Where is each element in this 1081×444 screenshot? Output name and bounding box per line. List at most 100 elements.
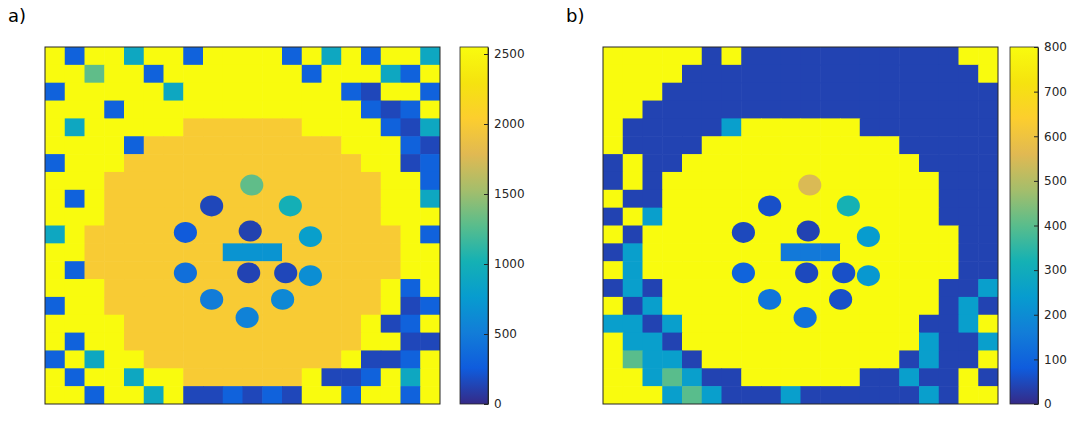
- heatmap-cell: [420, 154, 440, 172]
- tick-label: 1000: [494, 257, 525, 271]
- heatmap-cell: [722, 65, 742, 83]
- heatmap-cell: [381, 297, 401, 315]
- heatmap-cell: [781, 172, 801, 190]
- heatmap-cell: [899, 386, 919, 404]
- heatmap-cell: [840, 172, 860, 190]
- heatmap-cell: [939, 333, 959, 351]
- heatmap-cell: [381, 333, 401, 351]
- tick-mark: [484, 404, 488, 405]
- heatmap-cell: [361, 154, 381, 172]
- heatmap-cell: [361, 208, 381, 226]
- heatmap-cell: [722, 386, 742, 404]
- heatmap-cell: [643, 83, 663, 101]
- heatmap-cell: [183, 350, 203, 368]
- heatmap-cell: [623, 65, 643, 83]
- heatmap-cell: [643, 226, 663, 244]
- heatmap-cell: [623, 154, 643, 172]
- heatmap-cell: [682, 261, 702, 279]
- heatmap-cell: [662, 154, 682, 172]
- heatmap-cell: [341, 136, 361, 154]
- heatmap-cell: [603, 386, 623, 404]
- heatmap-cell: [401, 279, 421, 297]
- heatmap-cell: [361, 65, 381, 83]
- heatmap-cell: [381, 118, 401, 136]
- heatmap-cell: [959, 350, 979, 368]
- heatmap-cell: [919, 279, 939, 297]
- vial: [237, 262, 260, 283]
- heatmap-cell: [381, 136, 401, 154]
- heatmap-cell: [919, 172, 939, 190]
- heatmap-cell: [959, 136, 979, 154]
- heatmap-cell: [623, 47, 643, 65]
- heatmap-cell: [781, 47, 801, 65]
- heatmap-cell: [203, 83, 223, 101]
- heatmap-cell: [978, 386, 998, 404]
- heatmap-cell: [302, 65, 322, 83]
- heatmap-cell: [341, 315, 361, 333]
- heatmap-cell: [761, 101, 781, 119]
- heatmap-cell: [262, 368, 282, 386]
- heatmap-cell: [65, 101, 85, 119]
- heatmap-cell: [203, 136, 223, 154]
- heatmap-cell: [643, 136, 663, 154]
- heatmap-cell: [104, 350, 124, 368]
- heatmap-cell: [381, 190, 401, 208]
- heatmap-cell: [840, 118, 860, 136]
- heatmap-cell: [104, 190, 124, 208]
- heatmap-cell: [65, 190, 85, 208]
- heatmap-cell: [65, 136, 85, 154]
- heatmap-cell: [341, 65, 361, 83]
- heatmap-cell: [85, 47, 105, 65]
- heatmap-cell: [361, 333, 381, 351]
- heatmap-cell: [820, 101, 840, 119]
- tick-mark: [484, 124, 488, 125]
- heatmap-cell: [978, 154, 998, 172]
- heatmap-cell: [682, 333, 702, 351]
- heatmap-cell: [282, 243, 302, 261]
- heatmap-cell: [45, 243, 65, 261]
- heatmap-cell: [880, 386, 900, 404]
- heatmap-cell: [899, 315, 919, 333]
- heatmap-cell: [223, 279, 243, 297]
- heatmap-cell: [860, 368, 880, 386]
- colorbar-tick: 100: [1034, 353, 1067, 367]
- heatmap-cell: [643, 297, 663, 315]
- heatmap-cell: [183, 333, 203, 351]
- heatmap-cell: [65, 279, 85, 297]
- heatmap-cell: [302, 101, 322, 119]
- heatmap-cell: [361, 368, 381, 386]
- heatmap-cell: [203, 386, 223, 404]
- heatmap-cell: [144, 315, 164, 333]
- heatmap-cell: [978, 261, 998, 279]
- heatmap-cell: [662, 83, 682, 101]
- heatmap-cell: [361, 279, 381, 297]
- heatmap-cell: [603, 261, 623, 279]
- heatmap-cell: [722, 190, 742, 208]
- heatmap-cell: [223, 65, 243, 83]
- heatmap-cell: [643, 47, 663, 65]
- tick-mark: [1034, 404, 1038, 405]
- heatmap-cell: [939, 47, 959, 65]
- vial: [239, 221, 262, 242]
- heatmap-cell: [603, 101, 623, 119]
- tick-label: 1500: [494, 187, 525, 201]
- heatmap-cell: [978, 333, 998, 351]
- heatmap-cell: [959, 386, 979, 404]
- heatmap-cell: [919, 226, 939, 244]
- heatmap-cell: [420, 333, 440, 351]
- heatmap-cell: [978, 118, 998, 136]
- heatmap-cell: [939, 386, 959, 404]
- heatmap-cell: [243, 368, 263, 386]
- heatmap-cell: [243, 333, 263, 351]
- heatmap-cell: [682, 226, 702, 244]
- heatmap-cell: [164, 118, 184, 136]
- heatmap-cell: [45, 297, 65, 315]
- heatmap-cell: [381, 368, 401, 386]
- heatmap-cell: [919, 101, 939, 119]
- heatmap-cell: [702, 136, 722, 154]
- heatmap-cell: [381, 154, 401, 172]
- heatmap-cell: [978, 315, 998, 333]
- heatmap-cell: [183, 83, 203, 101]
- heatmap-cell: [341, 350, 361, 368]
- heatmap-cell: [164, 47, 184, 65]
